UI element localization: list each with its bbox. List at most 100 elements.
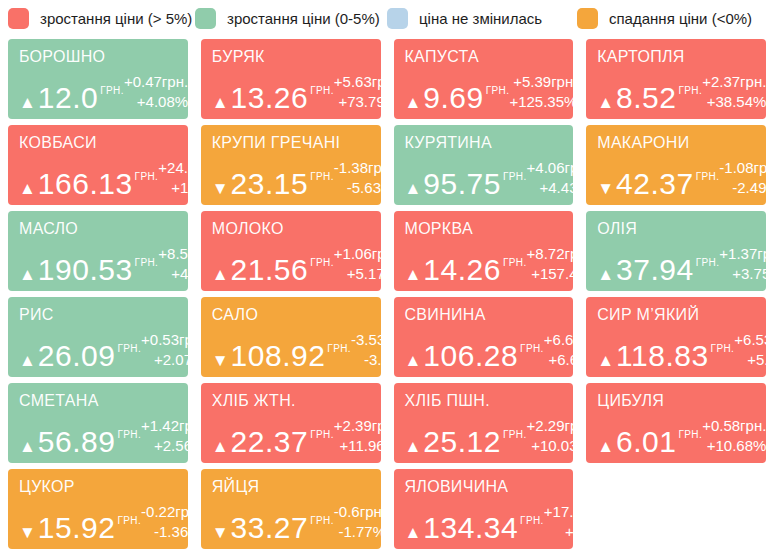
price-value: 106.28 — [423, 342, 518, 371]
change-pct: -1.77% — [334, 522, 381, 542]
change-pct: +4.43% — [527, 178, 574, 198]
price-changes: +0.53грн. +2.07% — [141, 330, 188, 371]
currency-label: ГРН. — [520, 515, 544, 526]
price-tile[interactable]: СИР М’ЯКИЙ ▲ 118.83 ГРН. +6.53грн. +5.81… — [586, 297, 766, 377]
price-value: 23.15 — [231, 170, 309, 199]
price-value: 118.83 — [616, 342, 709, 371]
price-tile[interactable]: МОРКВА ▲ 14.26 ГРН. +8.72грн. +157.4% — [394, 211, 574, 291]
product-name: СИР М’ЯКИЙ — [597, 306, 755, 324]
currency-label: ГРН. — [678, 85, 702, 96]
price-tile[interactable]: ХЛІБ ЖТН. ▲ 22.37 ГРН. +2.39грн. +11.96% — [201, 383, 381, 463]
price-wrap: ▲ 190.53 ГРН. — [19, 256, 158, 285]
trend-down-icon: ▼ — [212, 524, 229, 541]
price-wrap: ▲ 6.01 ГРН. — [597, 428, 702, 457]
tile-bottom: ▲ 37.94 ГРН. +1.37грн. +3.75% — [597, 244, 755, 285]
legend: зростання ціни (> 5%) зростання ціни (0-… — [0, 0, 774, 32]
price-wrap: ▲ 56.89 ГРН. — [19, 428, 141, 457]
change-uah: +1.42грн. — [141, 416, 188, 436]
product-name: ОЛІЯ — [597, 220, 755, 238]
price-wrap: ▲ 106.28 ГРН. — [405, 342, 544, 371]
price-wrap: ▲ 21.56 ГРН. — [212, 256, 334, 285]
product-name: КАРТОПЛЯ — [597, 48, 755, 66]
price-value: 134.34 — [423, 514, 518, 543]
change-uah: +1.37грн. — [719, 244, 766, 264]
price-tile[interactable]: КОВБАСИ ▲ 166.13 ГРН. +24.67грн. +17.44% — [8, 125, 188, 205]
price-tile[interactable]: БОРОШНО ▲ 12.0 ГРН. +0.47грн. +4.08% — [8, 39, 188, 119]
price-tile[interactable]: КАРТОПЛЯ ▲ 8.52 ГРН. +2.37грн. +38.54% — [586, 39, 766, 119]
price-tile[interactable]: КАПУСТА ▲ 9.69 ГРН. +5.39грн. +125.35% — [394, 39, 574, 119]
price-tile[interactable]: ЦИБУЛЯ ▲ 6.01 ГРН. +0.58грн. +10.68% — [586, 383, 766, 463]
legend-color-swatch-icon — [577, 8, 598, 29]
currency-label: ГРН. — [678, 429, 702, 440]
price-changes: +8.51грн. +4.68% — [158, 244, 187, 285]
price-changes: +2.37грн. +38.54% — [702, 72, 766, 113]
price-tile[interactable]: СМЕТАНА ▲ 56.89 ГРН. +1.42грн. +2.56% — [8, 383, 188, 463]
price-value: 166.13 — [38, 170, 133, 199]
price-tile[interactable]: САЛО ▼ 108.92 ГРН. -3.53грн. -3.14% — [201, 297, 381, 377]
change-pct: +73.79% — [334, 92, 381, 112]
price-wrap: ▲ 166.13 ГРН. — [19, 170, 158, 199]
currency-label: ГРН. — [503, 171, 527, 182]
price-tile[interactable]: РИС ▲ 26.09 ГРН. +0.53грн. +2.07% — [8, 297, 188, 377]
price-changes: +0.47грн. +4.08% — [124, 72, 188, 113]
price-tile[interactable]: КРУПИ ГРЕЧАНІ ▼ 23.15 ГРН. -1.38грн. -5.… — [201, 125, 381, 205]
price-tile[interactable]: ЯЛОВИЧИНА ▲ 134.34 ГРН. +17.01грн. +14.5… — [394, 469, 574, 549]
price-value: 56.89 — [38, 428, 116, 457]
price-value: 37.94 — [616, 256, 694, 285]
trend-up-icon: ▲ — [19, 180, 36, 197]
legend-item-fall: спадання ціни (<0%) — [577, 8, 774, 29]
price-tile[interactable]: МОЛОКО ▲ 21.56 ГРН. +1.06грн. +5.17% — [201, 211, 381, 291]
product-name: СВИНИНА — [405, 306, 563, 324]
price-tile[interactable]: КУРЯТИНА ▲ 95.75 ГРН. +4.06грн. +4.43% — [394, 125, 574, 205]
trend-up-icon: ▲ — [405, 352, 422, 369]
trend-up-icon: ▲ — [597, 94, 614, 111]
change-uah: +0.58грн. — [702, 416, 766, 436]
price-wrap: ▲ 95.75 ГРН. — [405, 170, 527, 199]
product-name: ЦУКОР — [19, 478, 177, 496]
price-tile[interactable]: МАСЛО ▲ 190.53 ГРН. +8.51грн. +4.68% — [8, 211, 188, 291]
change-uah: +2.37грн. — [702, 72, 766, 92]
trend-up-icon: ▲ — [405, 266, 422, 283]
tile-bottom: ▲ 95.75 ГРН. +4.06грн. +4.43% — [405, 158, 563, 199]
currency-label: ГРН. — [696, 171, 720, 182]
tile-bottom: ▲ 14.26 ГРН. +8.72грн. +157.4% — [405, 244, 563, 285]
price-changes: -0.6грн. -1.77% — [334, 502, 381, 543]
trend-down-icon: ▼ — [19, 524, 36, 541]
trend-up-icon: ▲ — [405, 438, 422, 455]
currency-label: ГРН. — [310, 171, 334, 182]
price-tile[interactable]: ЯЙЦЯ ▼ 33.27 ГРН. -0.6грн. -1.77% — [201, 469, 381, 549]
change-uah: +5.39грн. — [509, 72, 573, 92]
tile-bottom: ▲ 8.52 ГРН. +2.37грн. +38.54% — [597, 72, 755, 113]
price-changes: +8.72грн. +157.4% — [527, 244, 574, 285]
product-name: БОРОШНО — [19, 48, 177, 66]
price-tile[interactable]: МАКАРОНИ ▼ 42.37 ГРН. -1.08грн. -2.49% — [586, 125, 766, 205]
change-uah: -3.53грн. — [351, 330, 380, 350]
legend-label: зростання ціни (> 5%) — [40, 10, 192, 27]
trend-up-icon: ▲ — [212, 266, 229, 283]
price-value: 108.92 — [231, 342, 326, 371]
legend-color-swatch-icon — [195, 8, 216, 29]
tile-bottom: ▲ 190.53 ГРН. +8.51грн. +4.68% — [19, 244, 177, 285]
price-wrap: ▼ 33.27 ГРН. — [212, 514, 334, 543]
currency-label: ГРН. — [711, 343, 735, 354]
price-changes: +5.63грн. +73.79% — [334, 72, 381, 113]
change-uah: -0.22грн. — [141, 502, 188, 522]
price-tile[interactable]: ЦУКОР ▼ 15.92 ГРН. -0.22грн. -1.36% — [8, 469, 188, 549]
tile-bottom: ▼ 42.37 ГРН. -1.08грн. -2.49% — [597, 158, 755, 199]
price-tile[interactable]: БУРЯК ▲ 13.26 ГРН. +5.63грн. +73.79% — [201, 39, 381, 119]
price-tile[interactable]: СВИНИНА ▲ 106.28 ГРН. +6.6грн. +6.62% — [394, 297, 574, 377]
change-uah: +17.01грн. — [544, 502, 573, 522]
price-tile[interactable]: ХЛІБ ПШН. ▲ 25.12 ГРН. +2.29грн. +10.03% — [394, 383, 574, 463]
currency-label: ГРН. — [327, 343, 351, 354]
price-tile[interactable]: ОЛІЯ ▲ 37.94 ГРН. +1.37грн. +3.75% — [586, 211, 766, 291]
price-changes: +4.06грн. +4.43% — [527, 158, 574, 199]
legend-color-swatch-icon — [8, 8, 29, 29]
tile-bottom: ▲ 118.83 ГРН. +6.53грн. +5.81% — [597, 330, 755, 371]
legend-label: зростання ціни (0-5%) — [227, 10, 380, 27]
change-uah: -0.6грн. — [334, 502, 381, 522]
price-changes: -1.08грн. -2.49% — [719, 158, 766, 199]
change-pct: +17.44% — [158, 178, 187, 198]
price-changes: +1.37грн. +3.75% — [719, 244, 766, 285]
price-value: 14.26 — [423, 256, 501, 285]
tile-bottom: ▼ 33.27 ГРН. -0.6грн. -1.77% — [212, 502, 370, 543]
